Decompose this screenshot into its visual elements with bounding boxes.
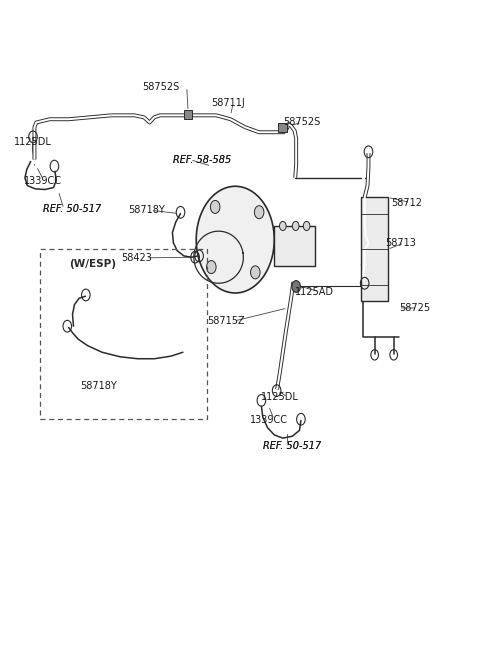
Text: 1125AD: 1125AD	[295, 287, 334, 297]
Text: 58725: 58725	[399, 303, 431, 313]
Circle shape	[292, 280, 300, 292]
Circle shape	[254, 206, 264, 219]
Text: REF. 58-585: REF. 58-585	[173, 155, 232, 164]
Circle shape	[196, 186, 274, 293]
Circle shape	[251, 266, 260, 279]
Bar	[184, 110, 192, 119]
Text: 1339CC: 1339CC	[250, 415, 288, 425]
Text: (W/ESP): (W/ESP)	[69, 259, 116, 269]
Circle shape	[303, 221, 310, 231]
Text: 58718Y: 58718Y	[128, 206, 165, 215]
Text: 58713: 58713	[385, 238, 416, 248]
Text: 58752S: 58752S	[143, 82, 180, 92]
Text: 1339CC: 1339CC	[24, 176, 61, 186]
Text: REF. 50-517: REF. 50-517	[263, 441, 321, 451]
Circle shape	[210, 200, 220, 214]
Bar	[361, 197, 387, 301]
Bar	[274, 226, 315, 267]
Text: 58711J: 58711J	[212, 98, 245, 108]
Circle shape	[292, 221, 299, 231]
Circle shape	[279, 221, 286, 231]
Text: REF. 58-585: REF. 58-585	[173, 155, 232, 164]
Text: 58752S: 58752S	[283, 117, 320, 128]
Text: 58715Z: 58715Z	[207, 316, 244, 326]
Text: REF. 50-517: REF. 50-517	[43, 204, 101, 214]
Text: REF. 50-517: REF. 50-517	[263, 441, 321, 451]
Bar	[40, 250, 207, 419]
Circle shape	[219, 217, 252, 262]
Text: 1125DL: 1125DL	[262, 392, 300, 402]
Text: 58712: 58712	[391, 198, 422, 208]
Text: 58718Y: 58718Y	[81, 381, 117, 391]
Circle shape	[208, 202, 263, 277]
Circle shape	[206, 261, 216, 274]
Bar	[278, 123, 287, 132]
Circle shape	[228, 230, 242, 250]
Text: 58423: 58423	[121, 253, 152, 263]
Text: 1125DL: 1125DL	[14, 137, 52, 147]
Text: REF. 50-517: REF. 50-517	[43, 204, 101, 214]
